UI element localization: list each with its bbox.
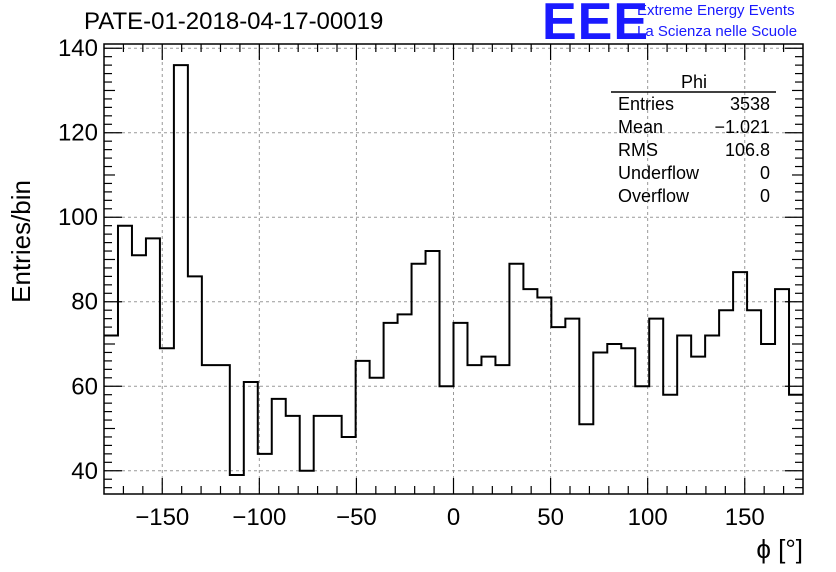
histogram-bin xyxy=(691,357,705,494)
histogram-bin xyxy=(244,382,258,494)
stats-rows: Entries 3538 Mean −1.021 RMS 106.8 Underflow 0 O… xyxy=(618,94,770,206)
stats-label: Overflow xyxy=(618,186,690,206)
histogram-bin xyxy=(537,298,551,494)
tick-labels: −150 −100 −50 0 50 100 150 40 60 80 100 120 140 xyxy=(58,35,765,531)
histogram-bin xyxy=(761,344,775,494)
x-tick-label: 0 xyxy=(447,504,460,531)
histogram-bin xyxy=(370,378,384,494)
histogram-bin xyxy=(132,255,146,494)
y-tick-label: 140 xyxy=(58,35,98,62)
x-tick-label: −150 xyxy=(135,504,189,531)
stats-label: Entries xyxy=(618,94,674,114)
histogram-bin xyxy=(579,424,593,494)
stats-label: Underflow xyxy=(618,163,700,183)
y-axis-label: Entries/bin xyxy=(6,180,36,303)
histogram-bin xyxy=(719,310,733,494)
histogram-bin xyxy=(747,310,761,494)
axis-ticks xyxy=(104,44,803,494)
histogram-bin xyxy=(286,416,300,494)
histogram-bin xyxy=(398,314,412,494)
histogram-bin xyxy=(216,365,230,494)
stats-box: Phi Entries 3538 Mean −1.021 RMS 106.8 Underfl… xyxy=(611,72,776,206)
x-tick-label: 50 xyxy=(537,504,564,531)
x-tick-label: −100 xyxy=(232,504,286,531)
y-tick-label: 120 xyxy=(58,120,98,147)
histogram-bin xyxy=(663,395,677,494)
x-tick-label: 150 xyxy=(725,504,765,531)
histogram-bin xyxy=(314,416,328,494)
stats-title: Phi xyxy=(681,72,707,92)
histogram-bin xyxy=(426,251,440,494)
stats-value: 106.8 xyxy=(725,140,770,160)
histogram-bin xyxy=(272,399,286,494)
histogram-bin xyxy=(440,386,454,494)
stats-value: 3538 xyxy=(730,94,770,114)
histogram-bin xyxy=(551,327,565,494)
histogram-bin xyxy=(454,323,468,494)
histogram-bin xyxy=(621,348,635,494)
y-tick-label: 100 xyxy=(58,204,98,231)
y-tick-label: 60 xyxy=(71,373,98,400)
histogram-bin xyxy=(593,352,607,494)
histogram-bin xyxy=(146,238,160,494)
histogram-bin xyxy=(356,361,370,494)
histogram-bin xyxy=(467,365,481,494)
histogram-bin xyxy=(300,471,314,494)
histogram-bin xyxy=(705,336,719,494)
histogram-bin xyxy=(635,386,649,494)
y-tick-label: 80 xyxy=(71,289,98,316)
histogram-bin xyxy=(775,289,789,494)
histogram-bin xyxy=(188,276,202,494)
grid-lines xyxy=(104,44,803,494)
histogram-bin xyxy=(384,323,398,494)
logo-subtitle-1: Extreme Energy Events xyxy=(637,2,795,19)
y-tick-label: 40 xyxy=(71,458,98,485)
x-tick-label: 100 xyxy=(628,504,668,531)
stats-label: Mean xyxy=(618,117,663,137)
histogram-bin xyxy=(607,344,621,494)
histogram-bin xyxy=(328,416,342,494)
eee-logo: EEE xyxy=(542,0,650,51)
histogram-bin xyxy=(523,289,537,494)
stats-value: 0 xyxy=(760,163,770,183)
histogram-bin xyxy=(481,357,495,494)
histogram-bin xyxy=(230,475,244,494)
x-axis-label: ϕ [°] xyxy=(756,534,803,564)
x-tick-label: −50 xyxy=(336,504,377,531)
histogram-bin xyxy=(565,319,579,494)
histogram-bin xyxy=(118,226,132,494)
plot-title: PATE-01-2018-04-17-00019 xyxy=(84,8,384,35)
histogram-bin xyxy=(495,365,509,494)
histogram-bin xyxy=(509,264,523,494)
histogram-bin xyxy=(202,365,216,494)
histogram-series xyxy=(104,64,803,476)
histogram-bin xyxy=(412,264,426,494)
stats-value: −1.021 xyxy=(714,117,770,137)
histogram-bin xyxy=(342,437,356,494)
histogram-bin xyxy=(174,65,188,494)
stats-label: RMS xyxy=(618,140,658,160)
histogram-bin xyxy=(677,336,691,494)
histogram-bin xyxy=(649,319,663,494)
stats-value: 0 xyxy=(760,186,770,206)
logo-subtitle-2: La Scienza nelle Scuole xyxy=(637,23,798,40)
